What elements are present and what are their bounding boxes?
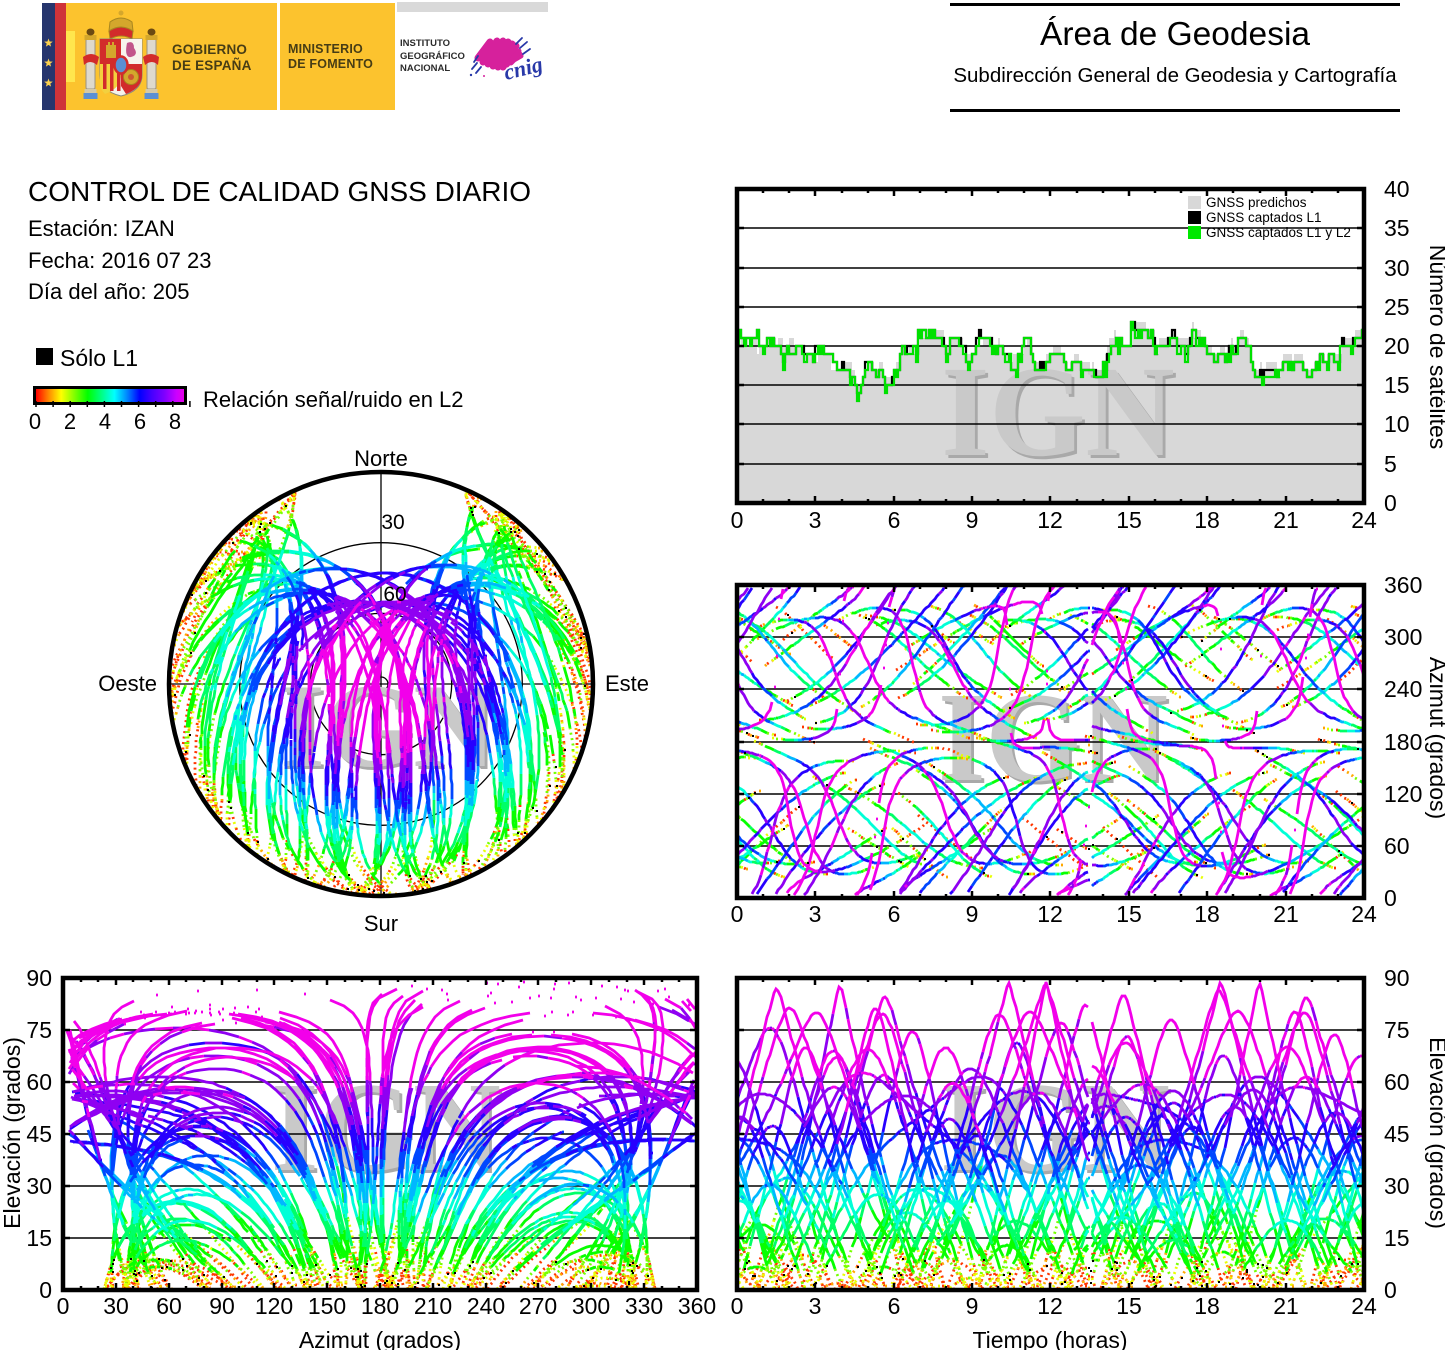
svg-text:15: 15 [1384,372,1410,398]
svg-text:9: 9 [966,901,979,927]
svg-text:0: 0 [57,1293,70,1319]
svg-text:0: 0 [1384,490,1397,516]
svg-text:Número de satélites: Número de satélites [1425,245,1445,450]
svg-text:90: 90 [26,965,52,991]
svg-text:15: 15 [1116,901,1142,927]
svg-text:30: 30 [26,1173,52,1199]
svg-text:Tiempo (horas): Tiempo (horas) [972,1327,1127,1350]
svg-text:12: 12 [1037,1293,1063,1319]
svg-text:21: 21 [1273,507,1299,533]
svg-text:30: 30 [1384,255,1410,281]
svg-text:240: 240 [1384,676,1422,702]
svg-text:45: 45 [26,1121,52,1147]
svg-text:300: 300 [572,1293,610,1319]
svg-text:30: 30 [103,1293,129,1319]
svg-text:Norte: Norte [354,446,408,471]
svg-text:Azimut (grados): Azimut (grados) [1425,657,1445,819]
svg-text:15: 15 [26,1225,52,1251]
svg-text:120: 120 [255,1293,293,1319]
svg-text:330: 330 [625,1293,663,1319]
svg-text:75: 75 [26,1017,52,1043]
svg-text:Sur: Sur [364,911,398,936]
svg-text:40: 40 [1384,176,1410,202]
svg-text:15: 15 [1384,1225,1410,1251]
svg-text:Este: Este [605,671,649,696]
svg-text:60: 60 [26,1069,52,1095]
svg-text:60: 60 [156,1293,182,1319]
svg-text:6: 6 [888,901,901,927]
svg-text:Oeste: Oeste [98,671,157,696]
svg-text:150: 150 [308,1293,346,1319]
svg-text:0: 0 [731,901,744,927]
svg-text:24: 24 [1351,1293,1377,1319]
svg-text:60: 60 [383,583,406,606]
svg-text:180: 180 [361,1293,399,1319]
svg-text:24: 24 [1351,507,1377,533]
svg-text:24: 24 [1351,901,1377,927]
svg-text:3: 3 [809,1293,822,1319]
svg-text:GNSS captados L1: GNSS captados L1 [1206,210,1322,225]
svg-text:360: 360 [1384,572,1422,598]
svg-text:30: 30 [1384,1173,1410,1199]
svg-text:300: 300 [1384,624,1422,650]
svg-text:Elevación (grados): Elevación (grados) [0,1037,25,1229]
svg-text:21: 21 [1273,901,1299,927]
svg-text:15: 15 [1116,1293,1142,1319]
svg-text:35: 35 [1384,215,1410,241]
svg-text:Elevación (grados): Elevación (grados) [1425,1037,1445,1229]
svg-text:12: 12 [1037,901,1063,927]
svg-text:18: 18 [1194,1293,1220,1319]
svg-text:90: 90 [209,1293,235,1319]
svg-text:20: 20 [1384,333,1410,359]
svg-text:9: 9 [966,507,979,533]
svg-text:15: 15 [1116,507,1142,533]
svg-text:18: 18 [1194,507,1220,533]
svg-text:3: 3 [809,901,822,927]
svg-text:5: 5 [1384,451,1397,477]
svg-text:30: 30 [381,511,404,534]
svg-text:12: 12 [1037,507,1063,533]
svg-text:120: 120 [1384,781,1422,807]
svg-text:25: 25 [1384,294,1410,320]
svg-text:IGN: IGN [944,343,1177,487]
svg-text:3: 3 [809,507,822,533]
svg-text:9: 9 [966,1293,979,1319]
svg-text:180: 180 [1384,729,1422,755]
svg-text:0: 0 [731,507,744,533]
svg-text:18: 18 [1194,901,1220,927]
svg-text:GNSS predichos: GNSS predichos [1206,195,1307,210]
svg-text:45: 45 [1384,1121,1410,1147]
svg-text:270: 270 [519,1293,557,1319]
svg-text:0: 0 [39,1277,52,1303]
svg-text:0: 0 [1384,1277,1397,1303]
svg-text:IGN: IGN [941,340,1174,484]
svg-text:60: 60 [1384,833,1410,859]
svg-text:GNSS captados L1 y L2: GNSS captados L1 y L2 [1206,225,1351,240]
svg-text:10: 10 [1384,411,1410,437]
svg-text:60: 60 [1384,1069,1410,1095]
svg-text:90: 90 [1384,965,1410,991]
svg-text:0: 0 [1384,885,1397,911]
svg-text:240: 240 [467,1293,505,1319]
svg-text:21: 21 [1273,1293,1299,1319]
svg-text:210: 210 [414,1293,452,1319]
svg-text:6: 6 [888,507,901,533]
svg-text:0: 0 [731,1293,744,1319]
svg-text:75: 75 [1384,1017,1410,1043]
svg-text:6: 6 [888,1293,901,1319]
svg-text:Azimut (grados): Azimut (grados) [299,1327,461,1350]
svg-text:360: 360 [678,1293,716,1319]
